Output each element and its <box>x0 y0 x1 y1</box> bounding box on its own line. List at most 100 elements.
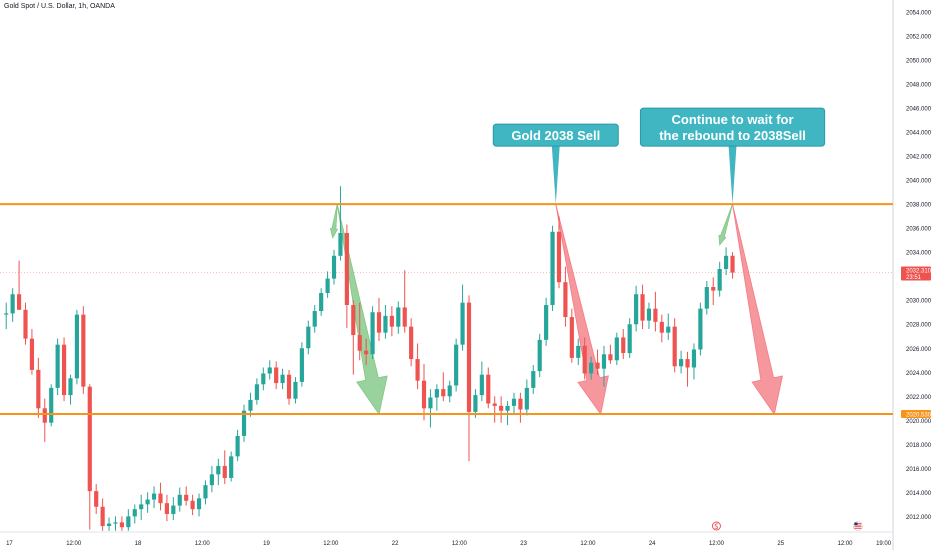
time-tick-label: 12:00 <box>323 541 339 547</box>
candle <box>376 297 382 342</box>
candle <box>42 398 47 442</box>
time-tick-label: 12:00 <box>837 541 853 547</box>
candle-body <box>460 302 465 345</box>
candle-body <box>331 255 337 279</box>
candle <box>267 360 272 380</box>
candle-body <box>724 255 729 270</box>
candle <box>184 486 189 506</box>
candle-body <box>595 362 600 369</box>
candle <box>576 338 581 366</box>
levels-layer <box>0 203 893 415</box>
candle-body <box>486 374 491 404</box>
candle-body <box>293 381 298 399</box>
candle <box>209 465 214 493</box>
candle-body <box>434 389 439 398</box>
callout-box <box>639 107 826 147</box>
candle <box>4 302 9 330</box>
candle-body <box>499 405 504 411</box>
candle <box>100 498 105 531</box>
callout-text: Gold 2038 Sell <box>511 128 600 143</box>
price-tick-label: 2038.000 <box>906 203 932 209</box>
candle-body <box>241 410 247 436</box>
candle-body <box>383 315 388 333</box>
event-icons <box>711 521 863 531</box>
candle-body <box>113 522 118 524</box>
candle <box>569 308 574 363</box>
price-tick-label: 2048.000 <box>906 83 932 89</box>
price-tick-label: 2024.000 <box>906 371 932 377</box>
trend-arrow-green <box>718 204 733 247</box>
candle-body <box>87 386 92 492</box>
candle <box>454 338 459 392</box>
candle <box>614 332 619 366</box>
candle-body <box>717 269 722 291</box>
time-axis[interactable]: 17 12:00 18 12:00 19 12:00 22 12:00 23 12:00 24 12:… <box>6 541 892 547</box>
candle <box>556 216 562 289</box>
candle <box>171 497 176 520</box>
us-flag-icon <box>853 521 863 531</box>
candle <box>492 396 497 423</box>
candle-body <box>563 282 568 318</box>
price-tick-label: 2036.000 <box>906 227 932 233</box>
candle <box>627 318 632 358</box>
level-price-value: 2020.530 <box>906 412 932 418</box>
time-tick-label: 18 <box>135 541 142 547</box>
time-tick-label: 12:00 <box>709 541 725 547</box>
candle <box>479 361 484 402</box>
candle <box>666 313 671 340</box>
candle-body <box>312 311 317 327</box>
candle <box>229 451 234 482</box>
candle-body <box>126 516 131 528</box>
current-price-tag-bg <box>901 266 931 281</box>
candle-body <box>421 380 427 409</box>
candle <box>531 365 536 394</box>
candle-body <box>389 315 394 327</box>
price-tick-label: 2044.000 <box>906 131 932 137</box>
time-tick-label: 12:00 <box>452 541 468 547</box>
candle-body <box>576 345 581 358</box>
candle-body <box>544 305 549 340</box>
flag-canton <box>854 522 858 526</box>
candle-body <box>248 399 253 411</box>
price-tick-label: 2022.000 <box>906 395 932 401</box>
candle <box>589 356 594 380</box>
candle <box>241 404 247 442</box>
price-tick-label: 2012.000 <box>906 515 932 521</box>
price-axis[interactable]: 2054.000 2052.000 2050.000 2048.000 2046.000… <box>901 11 932 521</box>
candle-body <box>601 354 607 369</box>
candle <box>190 494 195 516</box>
candle <box>537 333 542 378</box>
candle-body <box>274 367 279 384</box>
time-tick-label: 12:00 <box>580 541 596 547</box>
candle <box>383 305 388 339</box>
current-price-value: 2032.310 <box>906 268 932 274</box>
dividend-icon-mark <box>714 523 719 529</box>
candle-body <box>184 494 189 501</box>
candle-body <box>216 465 221 475</box>
candle <box>679 350 684 374</box>
candle-body <box>55 344 60 388</box>
candle <box>524 379 529 416</box>
candle-body <box>319 293 324 312</box>
candle-body <box>589 362 594 374</box>
candle-body <box>36 369 41 409</box>
candle-body <box>698 308 703 350</box>
candle-body <box>81 314 86 387</box>
price-tick-label: 2030.000 <box>906 299 932 305</box>
candle-body <box>447 385 452 397</box>
price-tick-label: 2020.000 <box>906 419 932 425</box>
candle <box>126 509 131 531</box>
candle-body <box>640 294 645 321</box>
candle-body <box>254 384 259 400</box>
candle-body <box>730 255 735 273</box>
candle-body <box>344 232 349 306</box>
candle <box>486 367 491 409</box>
candle <box>139 494 144 520</box>
candle <box>428 389 433 428</box>
callout-box <box>492 123 619 147</box>
callout-pointer <box>728 145 737 205</box>
candle <box>87 384 92 530</box>
candle-body <box>16 294 22 310</box>
